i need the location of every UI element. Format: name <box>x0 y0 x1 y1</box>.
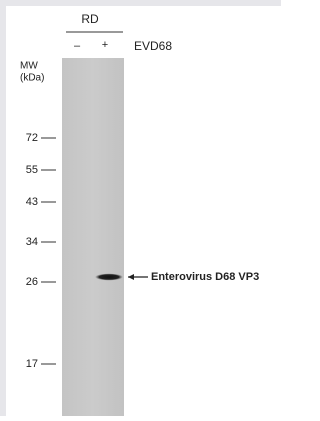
cell-line: RD <box>81 12 99 26</box>
panel <box>6 6 281 416</box>
membrane <box>62 58 124 416</box>
mw-label: MW <box>20 61 38 72</box>
mw-label: (kDa) <box>20 73 44 84</box>
condition-label: EVD68 <box>134 39 172 53</box>
marker-label: 43 <box>26 196 38 208</box>
lane-label: + <box>102 39 108 51</box>
band <box>95 274 123 281</box>
lane-label: – <box>74 40 81 52</box>
band-label: Enterovirus D68 VP3 <box>151 271 259 283</box>
marker-label: 34 <box>26 236 38 248</box>
blot-figure: RD – + EVD68 MW (kDa) Enterovirus D68 VP… <box>0 0 281 416</box>
marker-label: 26 <box>26 276 38 288</box>
marker-label: 55 <box>26 164 38 176</box>
marker-label: 17 <box>26 358 38 370</box>
marker-label: 72 <box>26 132 38 144</box>
